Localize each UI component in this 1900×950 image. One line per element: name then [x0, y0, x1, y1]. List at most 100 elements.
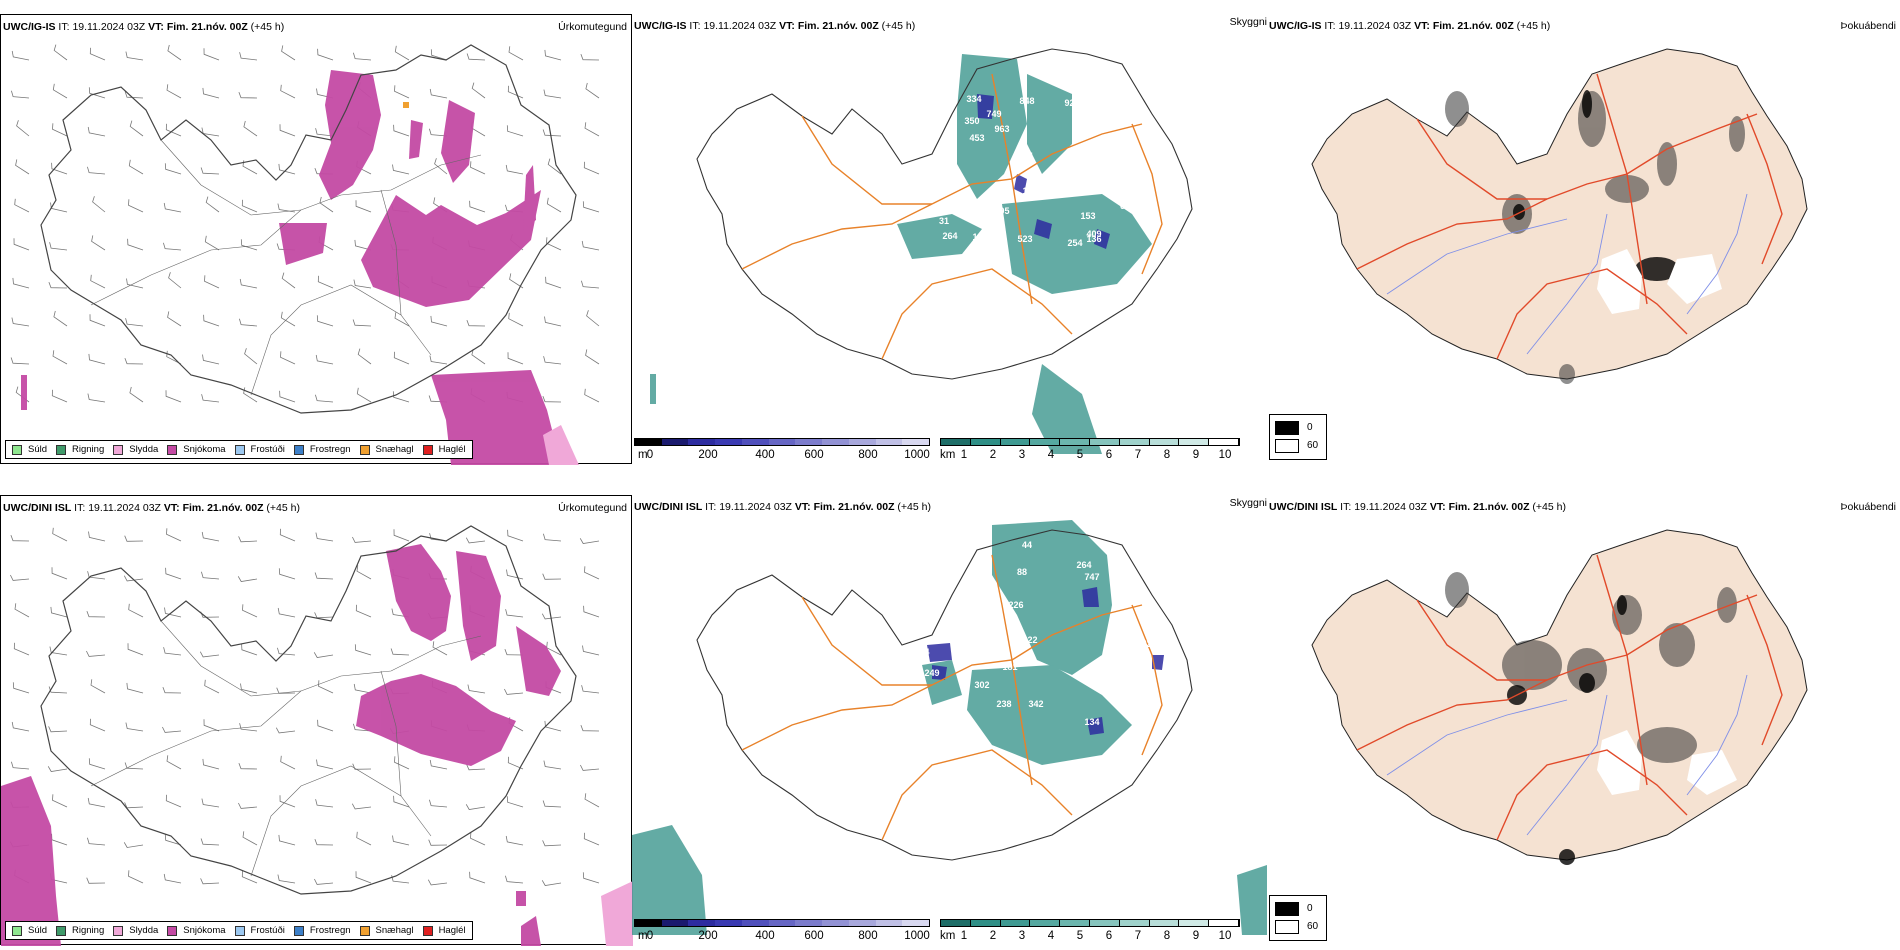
- wind-barb: [204, 235, 220, 251]
- wind-barb: [279, 124, 296, 137]
- wind-barb: [390, 648, 410, 656]
- visibility-tick: 1: [960, 930, 968, 942]
- wind-barb: [315, 394, 334, 403]
- visibility-tick: 8: [1163, 930, 1171, 942]
- wind-barb: [277, 607, 296, 618]
- wind-barb: [204, 275, 220, 289]
- ceiling-value-label: 23: [877, 689, 887, 699]
- wind-barb: [354, 239, 372, 251]
- legend-swatch: [12, 444, 22, 455]
- colorbar-step: [795, 439, 823, 445]
- colorbar-step: [1119, 439, 1150, 445]
- colorbar-step: [1179, 439, 1210, 445]
- wind-barb: [505, 609, 524, 618]
- ceiling-tick: 200: [698, 930, 718, 942]
- legend-item: Snæhagl: [359, 444, 414, 455]
- colorbar-step: [941, 920, 971, 926]
- legend-item: Frostregn: [293, 925, 351, 936]
- wind-barb: [163, 647, 182, 656]
- wind-barb: [87, 126, 106, 137]
- ceiling-unit: m: [638, 930, 648, 942]
- wind-barb: [124, 91, 144, 99]
- wind-barb: [351, 803, 372, 810]
- wind-barb: [15, 159, 30, 175]
- legend-item: Súld: [12, 444, 47, 455]
- legend-label: Súld: [28, 444, 48, 455]
- wind-barb: [167, 44, 182, 61]
- visibility-colorbar: [940, 438, 1240, 446]
- wind-barb: [14, 198, 30, 213]
- panel-title: Úrkomutegund: [558, 21, 627, 33]
- wind-barb: [123, 575, 144, 582]
- wind-barb: [277, 647, 296, 656]
- wind-barb: [505, 875, 524, 884]
- wind-barb: [584, 388, 600, 403]
- wind-barb: [51, 389, 68, 403]
- visibility-scale: km 1 2 3 4 5 6 7 8 9 10: [940, 919, 1260, 945]
- wind-barb: [124, 802, 144, 809]
- wind-barb: [200, 878, 220, 885]
- ceiling-tick: 0: [646, 930, 654, 942]
- wind-barb: [434, 158, 448, 175]
- legend-item: Rigning: [56, 444, 104, 455]
- wind-barb: [353, 723, 372, 732]
- visibility-tick: 10: [1218, 449, 1232, 461]
- ceiling-value-label: 24: [1023, 151, 1033, 161]
- wind-barb: [543, 89, 562, 99]
- ceiling-value-label: 342: [1028, 699, 1043, 709]
- ceiling-value-label: 302: [974, 680, 989, 690]
- wind-barb: [281, 272, 296, 289]
- wind-barb: [203, 314, 220, 327]
- wind-barb: [88, 353, 106, 365]
- wind-barb: [314, 838, 334, 846]
- wind-barb: [129, 386, 144, 403]
- legend-item: Snjókoma: [167, 444, 226, 455]
- colorbar-step: [1149, 439, 1180, 445]
- panel-title: Þokuábendi: [1840, 20, 1896, 32]
- wind-barb: [279, 528, 296, 542]
- wind-barb: [280, 311, 296, 327]
- ceiling-value-label: 19: [899, 862, 909, 872]
- fog-shading: [1445, 572, 1737, 763]
- colorbar-step: [1119, 920, 1150, 926]
- wind-barb: [11, 50, 30, 61]
- fog-dense: [1513, 90, 1679, 281]
- ceiling-value-label: 453: [969, 133, 984, 143]
- wind-barbs: [10, 44, 600, 403]
- colorbar-step: [848, 439, 876, 445]
- wind-barb: [127, 238, 144, 251]
- colorbar-step: [741, 439, 769, 445]
- visibility-tick: 3: [1018, 449, 1026, 461]
- wind-barb: [239, 723, 258, 732]
- cloud-swatch-light: [1275, 920, 1299, 934]
- ceiling-value-label: 350: [964, 116, 979, 126]
- wind-barb: [52, 123, 68, 137]
- wind-barb: [314, 612, 334, 619]
- panel-header: UWC/DINI ISL IT: 19.11.2024 03Z VT: Fim.…: [1269, 501, 1566, 513]
- colorbar-step: [848, 920, 876, 926]
- wind-barb: [87, 393, 106, 403]
- wind-barb: [579, 538, 600, 544]
- ceiling-unit: m: [638, 449, 648, 461]
- wind-barb: [51, 567, 68, 580]
- wind-barb: [583, 605, 600, 618]
- wind-barb: [51, 162, 68, 175]
- roads: [741, 73, 1163, 360]
- wind-barb: [546, 197, 562, 213]
- wind-barb: [427, 879, 448, 886]
- wind-barb: [278, 163, 296, 175]
- ceiling-value-label: 238: [996, 699, 1011, 709]
- wind-barb: [542, 129, 562, 137]
- wind-barb: [47, 766, 68, 772]
- ceiling-tick: 400: [755, 449, 775, 461]
- legend-label: Haglél: [438, 925, 466, 936]
- ceiling-value-label: 271: [894, 374, 909, 384]
- ceiling-value-label: 338: [840, 216, 855, 226]
- visibility-map: 334 350 749 963 848 922 453 24 107 205 264 192 523 25…: [650, 48, 1193, 454]
- wind-barb: [48, 726, 68, 733]
- wind-barb: [392, 391, 410, 403]
- wind-barb: [201, 394, 220, 403]
- wind-barb: [465, 804, 486, 810]
- ceiling-value-label: 107: [1022, 186, 1037, 196]
- wind-barb: [429, 355, 448, 365]
